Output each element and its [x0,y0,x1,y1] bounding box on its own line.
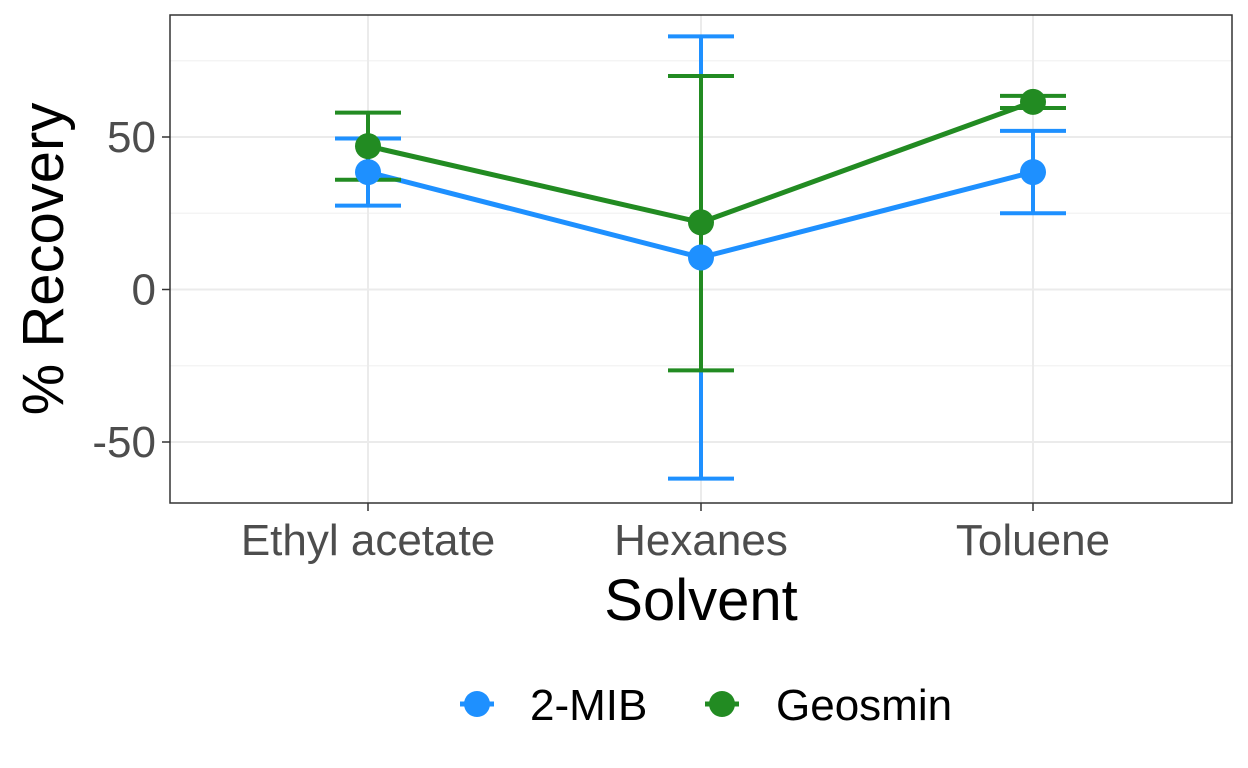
legend-label: Geosmin [776,681,952,730]
legend: 2-MIB Geosmin [460,681,952,730]
y-tick-label: 50 [107,113,156,162]
legend-key-point [464,691,490,717]
data-point-geosmin [1020,88,1046,115]
data-point-2-mib [1020,159,1046,186]
x-tick-label: Ethyl acetate [241,516,495,565]
legend-label: 2-MIB [530,681,647,730]
data-point-geosmin [355,133,381,160]
x-tick-label: Hexanes [614,516,788,565]
data-point-2-mib [355,159,381,186]
x-tick-label: Toluene [956,516,1110,565]
data-point-geosmin [688,209,714,236]
legend-key-point [709,691,735,717]
series-layer [335,34,1066,481]
y-tick-label: -50 [92,418,156,467]
tick-layer: -50 0 50 Ethyl acetate Hexanes Toluene [92,113,1110,565]
y-axis-title: % Recovery [11,103,76,416]
y-tick-label: 0 [132,266,156,315]
x-axis-title: Solvent [604,568,797,633]
data-point-2-mib [688,244,714,271]
